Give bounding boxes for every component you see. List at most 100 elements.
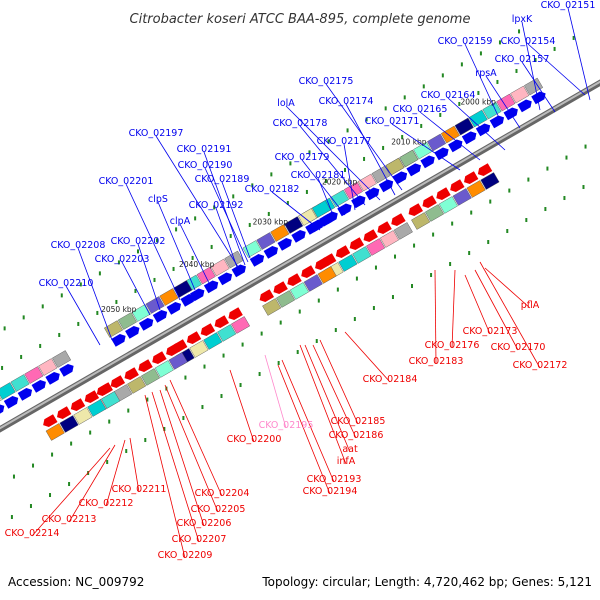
reverse-gene-arrow xyxy=(200,323,216,336)
gc-tick xyxy=(286,200,289,205)
forward-feature-box xyxy=(357,173,377,192)
gene-label: infA xyxy=(337,456,356,467)
reverse-gene-arrow xyxy=(43,414,58,427)
reverse-gene-arrow xyxy=(377,221,392,234)
gene-label: CKO_02183 xyxy=(409,356,464,367)
reverse-gene-arrow xyxy=(408,203,423,216)
gc-tick xyxy=(117,260,120,265)
gc-tick xyxy=(479,51,482,56)
gc-tick xyxy=(12,474,15,479)
forward-gene-arrow xyxy=(319,214,334,227)
gc-tick xyxy=(401,134,404,139)
forward-feature-box xyxy=(117,312,137,330)
gc-tick xyxy=(327,139,330,144)
gc-tick xyxy=(403,95,406,100)
gc-tick xyxy=(68,482,71,487)
label-leader-line xyxy=(31,447,111,537)
gc-tick xyxy=(420,123,423,128)
reverse-gene-arrow xyxy=(124,367,139,380)
reverse-feature-box xyxy=(101,391,121,409)
label-leader-line xyxy=(434,269,437,365)
gc-tick xyxy=(289,161,292,166)
reverse-gene-arrow xyxy=(259,289,275,302)
gc-tick xyxy=(584,144,587,149)
label-leader-line xyxy=(221,181,251,259)
gene-label: CKO_02177 xyxy=(317,136,372,147)
forward-feature-box xyxy=(242,240,262,258)
reverse-feature-box xyxy=(203,332,223,350)
forward-feature-box xyxy=(413,141,433,160)
gc-tick xyxy=(508,188,511,193)
reverse-gene-arrow xyxy=(186,331,202,344)
gc-tick xyxy=(115,299,118,304)
gc-tick xyxy=(77,321,80,326)
forward-feature-box xyxy=(256,232,276,250)
label-leader-line xyxy=(215,207,239,271)
label-leader-line xyxy=(447,97,506,151)
gene-label: CKO_02154 xyxy=(501,36,556,47)
reverse-feature-box xyxy=(366,238,386,256)
label-leader-line xyxy=(164,384,219,513)
forward-feature-box xyxy=(196,266,216,285)
label-leader-line xyxy=(391,123,461,171)
reverse-gene-arrow xyxy=(301,265,316,278)
label-leader-line xyxy=(77,247,113,341)
gene-label: CKO_02200 xyxy=(227,434,282,445)
gc-tick xyxy=(251,183,254,188)
forward-gene-arrow xyxy=(378,179,394,193)
reverse-feature-box xyxy=(438,196,458,214)
gene-label: CKO_02210 xyxy=(39,278,94,289)
gc-tick xyxy=(525,218,528,223)
reverse-gene-arrow xyxy=(477,163,493,176)
gc-tick xyxy=(127,408,130,413)
gc-tick xyxy=(458,101,461,106)
kbp-tick-label: 2000 kbp xyxy=(461,98,497,107)
gc-tick xyxy=(58,332,61,337)
forward-gene-arrow xyxy=(434,147,449,161)
map-title: Citrobacter koseri ATCC BAA-895, complet… xyxy=(130,12,471,27)
gene-label: CKO_02195 xyxy=(259,420,314,431)
gc-tick xyxy=(384,106,387,111)
reverse-feature-box xyxy=(338,254,358,272)
forward-feature-box xyxy=(311,200,331,218)
gene-label: CKO_02189 xyxy=(195,174,250,185)
label-leader-line xyxy=(464,43,501,121)
kbp-tick-label: 2020 kbp xyxy=(322,178,358,187)
gc-tick xyxy=(41,304,44,309)
gene-label: CKO_02171 xyxy=(365,116,420,127)
label-leader-line xyxy=(105,439,126,507)
reverse-feature-box xyxy=(87,399,107,417)
reverse-gene-arrow xyxy=(391,213,406,226)
forward-feature-box xyxy=(399,149,419,168)
label-leader-line xyxy=(484,267,531,309)
forward-feature-box xyxy=(440,125,460,144)
reverse-gene-arrow xyxy=(450,179,465,192)
forward-feature-box xyxy=(284,216,304,234)
gene-label: CKO_02212 xyxy=(79,498,134,509)
gene-label: CKO_02201 xyxy=(99,176,154,187)
reverse-feature-box xyxy=(59,415,79,433)
gc-tick xyxy=(430,273,433,278)
reverse-feature-box xyxy=(168,352,188,370)
reverse-feature-box xyxy=(317,266,337,284)
gc-tick xyxy=(153,277,156,282)
forward-gene-arrow xyxy=(180,294,195,307)
gc-tick xyxy=(79,282,82,287)
gene-label: CKO_02214 xyxy=(5,528,60,539)
forward-feature-box xyxy=(24,366,44,384)
gc-tick xyxy=(451,221,454,226)
label-leader-line xyxy=(157,201,196,291)
gc-tick xyxy=(96,310,99,315)
label-leader-line xyxy=(65,285,101,346)
gc-tick xyxy=(163,427,166,432)
reverse-feature-box xyxy=(45,423,65,441)
gc-tick xyxy=(29,504,32,509)
forward-gene-arrow xyxy=(337,203,352,217)
gc-tick xyxy=(498,40,501,45)
gene-label: CKO_02194 xyxy=(303,486,358,497)
gc-tick xyxy=(229,233,232,238)
gene-label: CKO_02211 xyxy=(112,484,167,495)
forward-gene-arrow xyxy=(17,388,33,401)
forward-gene-arrow xyxy=(406,163,421,177)
